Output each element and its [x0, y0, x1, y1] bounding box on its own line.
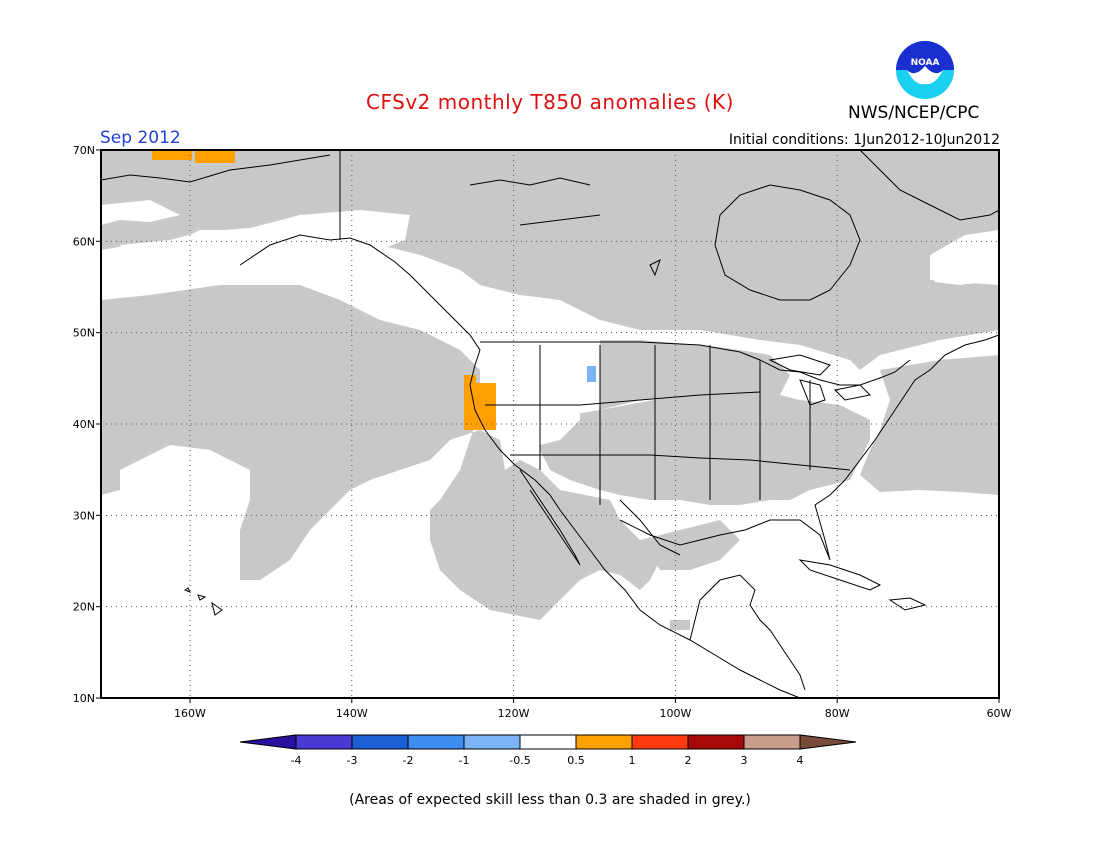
- colorbar-segment: [631, 734, 689, 750]
- colorbar-segment: [575, 734, 633, 750]
- colorbar-label: 4: [797, 754, 804, 767]
- forecast-month: Sep 2012: [100, 128, 181, 148]
- colorbar-segment: [407, 734, 465, 750]
- colorbar-label: 2: [685, 754, 692, 767]
- cool-anomaly-areas: [587, 366, 596, 382]
- lon-label: 80W: [825, 707, 850, 720]
- lon-label: 60W: [987, 707, 1012, 720]
- colorbar-label: -2: [403, 754, 414, 767]
- colorbar-label: 3: [741, 754, 748, 767]
- colorbar-label: 0.5: [567, 754, 585, 767]
- lat-label: 30N: [73, 509, 95, 522]
- noaa-logo: NOAA: [895, 40, 955, 104]
- colorbar-label: -4: [291, 754, 302, 767]
- coastlines: [101, 150, 999, 698]
- lat-label: 60N: [73, 235, 95, 248]
- noaa-logo-text: NOAA: [911, 58, 940, 68]
- lon-label: 140W: [336, 707, 368, 720]
- low-skill-shading: [101, 150, 999, 630]
- lat-label: 20N: [73, 601, 95, 614]
- lat-label: 10N: [73, 692, 95, 705]
- lat-label: 70N: [73, 144, 95, 157]
- noaa-logo-sky-icon: [896, 41, 954, 79]
- colorbar-segment: [295, 734, 353, 750]
- lon-label: 160W: [174, 707, 206, 720]
- colorbar-segment: [463, 734, 521, 750]
- colorbar: -4 -3 -2 -1 -0.5 0.5 1 2 3 4: [239, 734, 857, 767]
- latitude-labels: 70N 60N 50N 40N 30N 20N 10N: [73, 144, 101, 705]
- colorbar-segment: [687, 734, 745, 750]
- colorbar-low-arrow: [239, 734, 297, 750]
- longitude-labels: 160W 140W 120W 100W 80W 60W: [174, 698, 1012, 720]
- colorbar-segment: [743, 734, 801, 750]
- map-plot-area: [101, 150, 999, 698]
- colorbar-high-arrow: [799, 734, 857, 750]
- agency-label: NWS/NCEP/CPC: [848, 103, 980, 123]
- colorbar-label: -1: [459, 754, 470, 767]
- lon-label: 120W: [498, 707, 530, 720]
- noaa-logo-bird-icon: [907, 66, 943, 85]
- map-title: CFSv2 monthly T850 anomalies (K): [366, 90, 734, 114]
- colorbar-segment: [351, 734, 409, 750]
- initial-conditions: Initial conditions: 1Jun2012-10Jun2012: [728, 132, 1000, 148]
- colorbar-label: -0.5: [509, 754, 530, 767]
- lat-label: 40N: [73, 418, 95, 431]
- lat-label: 50N: [73, 327, 95, 340]
- colorbar-label: 1: [629, 754, 636, 767]
- colorbar-segment: [519, 734, 577, 750]
- skill-footnote: (Areas of expected skill less than 0.3 a…: [349, 792, 751, 808]
- lon-label: 100W: [659, 707, 691, 720]
- warm-anomaly-areas: [152, 150, 496, 430]
- colorbar-label: -3: [347, 754, 358, 767]
